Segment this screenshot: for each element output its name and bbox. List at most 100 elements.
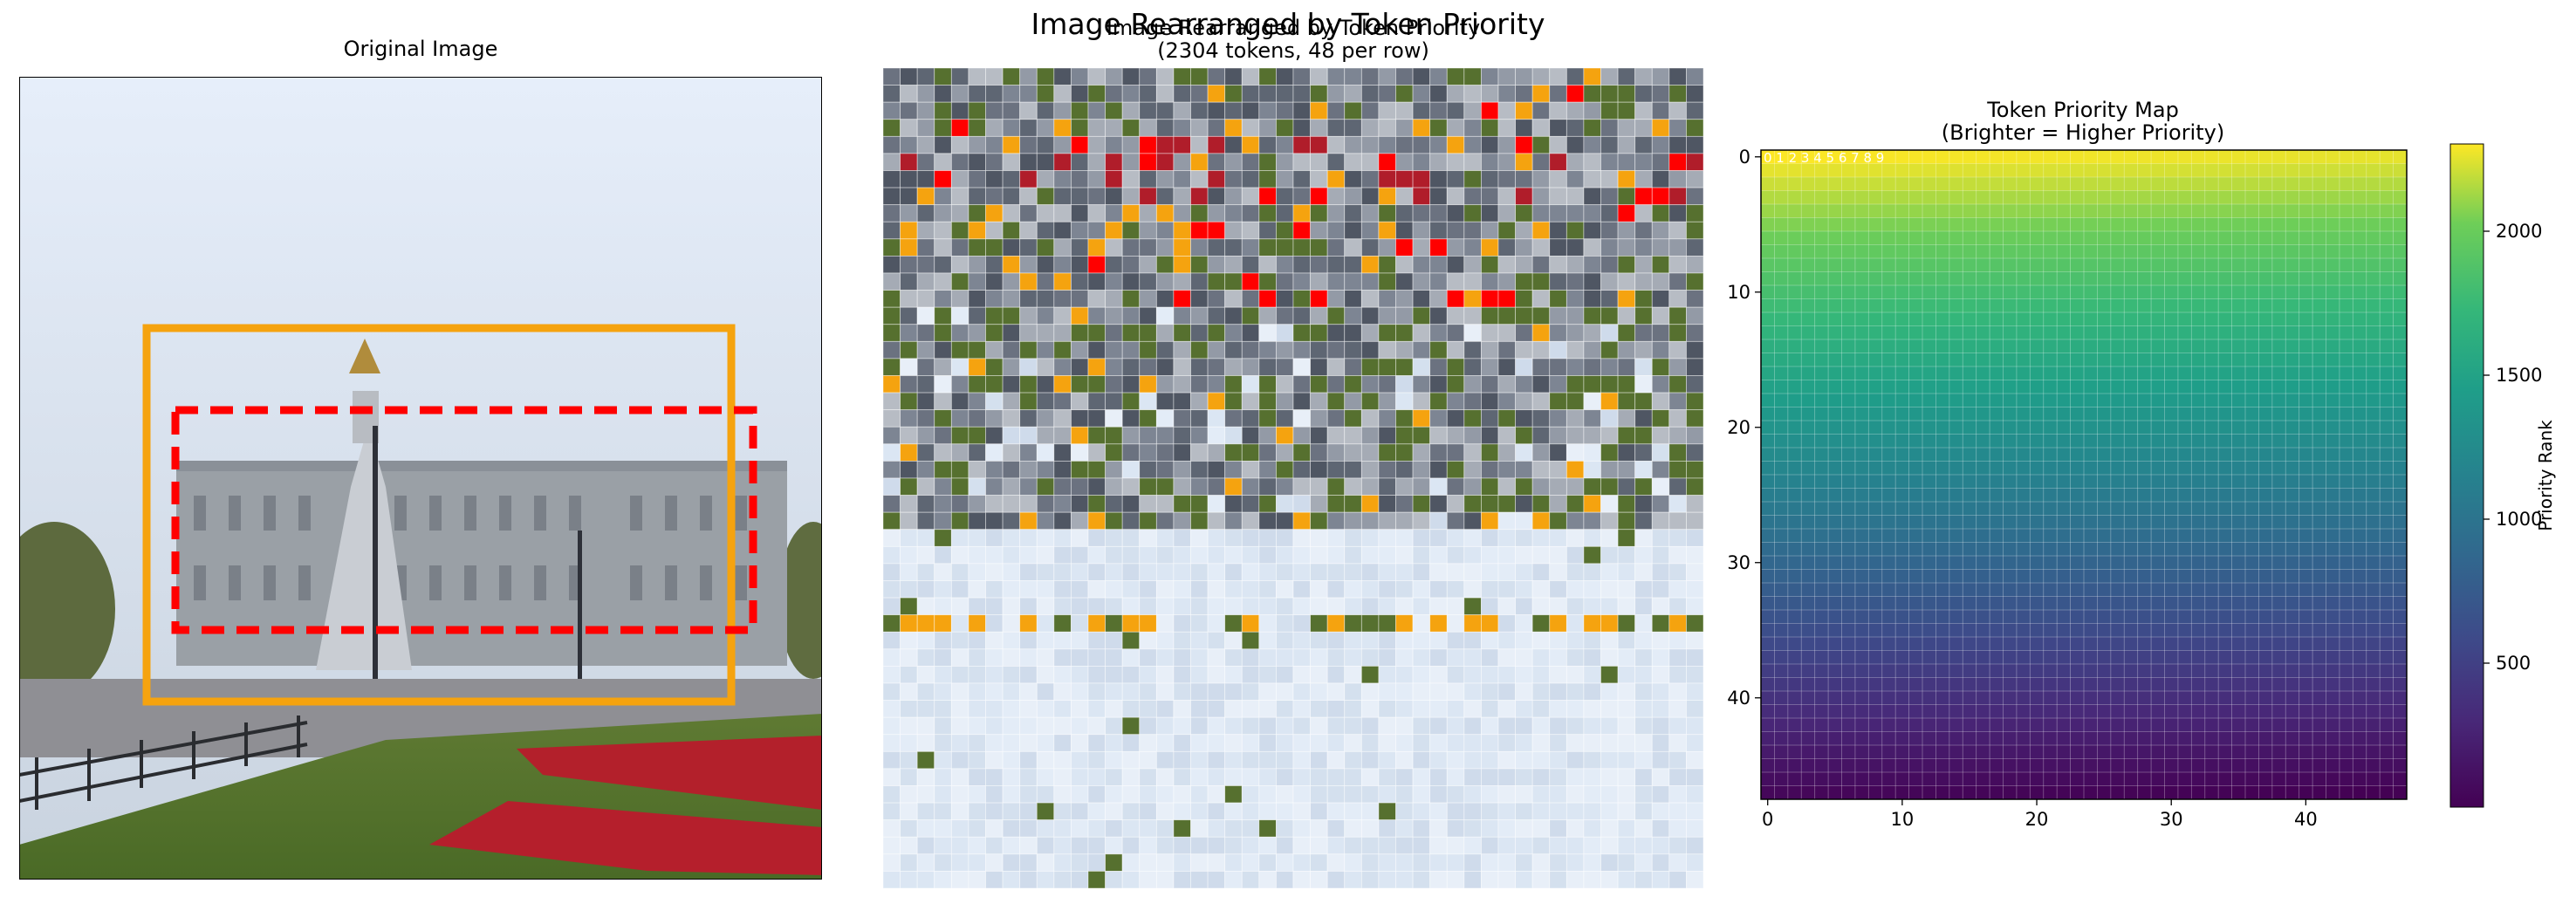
heatmap-cell xyxy=(1963,542,1977,557)
heatmap-cell xyxy=(2380,677,2394,692)
heatmap-cell xyxy=(2084,745,2098,759)
heatmap-cell xyxy=(2191,529,2206,543)
token-tile xyxy=(1292,272,1311,291)
token-tile xyxy=(1412,324,1431,342)
token-tile xyxy=(1565,426,1585,445)
token-tile xyxy=(1105,68,1123,86)
token-tile xyxy=(1668,836,1687,855)
heatmap-cell xyxy=(1990,448,2004,462)
heatmap-cell xyxy=(2084,421,2098,435)
token-tile xyxy=(1412,290,1431,308)
gold-statue xyxy=(349,339,380,373)
token-tile xyxy=(1344,802,1362,821)
token-tile xyxy=(1155,101,1175,120)
heatmap-cell xyxy=(2177,244,2192,259)
token-tile xyxy=(1036,495,1055,513)
token-tile xyxy=(1105,750,1123,770)
heatmap-cell xyxy=(1895,745,1909,759)
heatmap-cell xyxy=(2258,285,2273,299)
heatmap-cell xyxy=(2285,515,2299,530)
heatmap-cell xyxy=(2003,231,2018,245)
token-tile xyxy=(985,461,1004,479)
heatmap-cell xyxy=(1801,312,1815,326)
heatmap-cell xyxy=(1868,785,1883,800)
token-tile xyxy=(1617,204,1636,223)
heatmap-cell xyxy=(2339,285,2353,299)
heatmap-cell xyxy=(2057,204,2071,218)
token-tile xyxy=(1139,324,1157,342)
heatmap-cell xyxy=(2030,217,2045,232)
heatmap-cell xyxy=(2353,650,2367,665)
heatmap-cell xyxy=(2204,650,2219,665)
token-tile xyxy=(1668,871,1687,888)
heatmap-cell xyxy=(1922,704,1936,719)
heatmap-cell xyxy=(2084,569,2098,584)
heatmap-cell xyxy=(2326,556,2340,570)
heatmap-cell xyxy=(1990,434,2004,448)
token-tile xyxy=(883,495,901,513)
token-tile xyxy=(1071,700,1089,718)
heatmap-cell xyxy=(2204,339,2219,353)
token-tile xyxy=(1360,666,1380,684)
heatmap-cell xyxy=(2124,583,2138,597)
heatmap-cell xyxy=(2097,664,2112,678)
token-tile xyxy=(1139,597,1157,616)
token-tile xyxy=(1360,187,1380,206)
token-tile xyxy=(1446,306,1465,325)
token-tile xyxy=(1241,597,1260,616)
heatmap-cell xyxy=(1895,163,1909,178)
token-tile xyxy=(1019,392,1038,411)
heatmap-cell xyxy=(1761,394,1775,407)
heatmap-cell xyxy=(2312,298,2326,313)
heatmap-cell xyxy=(2204,285,2219,299)
heatmap-cell xyxy=(2003,244,2018,259)
token-tile xyxy=(1344,187,1362,206)
token-tile xyxy=(1002,716,1021,736)
heatmap-cell xyxy=(1935,772,1950,786)
token-tile xyxy=(1634,204,1653,223)
token-tile xyxy=(1600,238,1619,257)
colorbar-tick-label: 1000 xyxy=(2496,509,2542,530)
token-tile xyxy=(1276,443,1294,462)
token-tile xyxy=(1634,358,1653,376)
heatmap-cell xyxy=(2030,190,2045,205)
heatmap-cell xyxy=(1814,394,1829,407)
token-tile xyxy=(1446,272,1465,291)
token-tile xyxy=(1241,68,1260,86)
token-tile xyxy=(1686,443,1703,462)
heatmap-cell xyxy=(2339,434,2353,448)
token-tile xyxy=(1155,580,1175,599)
heatmap-cell xyxy=(1908,339,1923,353)
heatmap-cell xyxy=(1841,150,1856,164)
heatmap-cell xyxy=(1895,610,1909,624)
token-tile xyxy=(1036,666,1055,684)
heatmap-cell xyxy=(1801,285,1815,299)
token-tile xyxy=(1429,256,1448,274)
heatmap-cell xyxy=(2030,366,2045,380)
token-tile xyxy=(900,563,918,581)
heatmap-cell xyxy=(1976,258,1990,272)
token-tile xyxy=(1276,511,1294,531)
heatmap-cell xyxy=(2285,610,2299,624)
heatmap-cell xyxy=(2110,731,2125,746)
heatmap-cell xyxy=(2326,610,2340,624)
token-tile xyxy=(1497,682,1516,701)
heatmap-cell xyxy=(1949,325,1963,340)
token-tile xyxy=(1326,170,1346,188)
token-tile xyxy=(1241,461,1260,479)
heatmap-cell xyxy=(1787,596,1802,611)
token-tile xyxy=(1276,580,1294,599)
token-tile xyxy=(1412,666,1431,684)
token-tile xyxy=(1515,802,1533,821)
heatmap-cell xyxy=(1922,677,1936,692)
token-tile xyxy=(1139,545,1157,565)
heatmap-cell xyxy=(1990,150,2004,164)
token-tile xyxy=(1617,495,1636,513)
heatmap-cell xyxy=(2030,596,2045,611)
heatmap-cell xyxy=(2312,718,2326,732)
token-tile xyxy=(1173,871,1191,888)
token-tile xyxy=(1292,614,1311,633)
heatmap-cell xyxy=(1868,718,1883,732)
token-tile xyxy=(1121,426,1141,445)
token-tile xyxy=(1173,716,1191,736)
